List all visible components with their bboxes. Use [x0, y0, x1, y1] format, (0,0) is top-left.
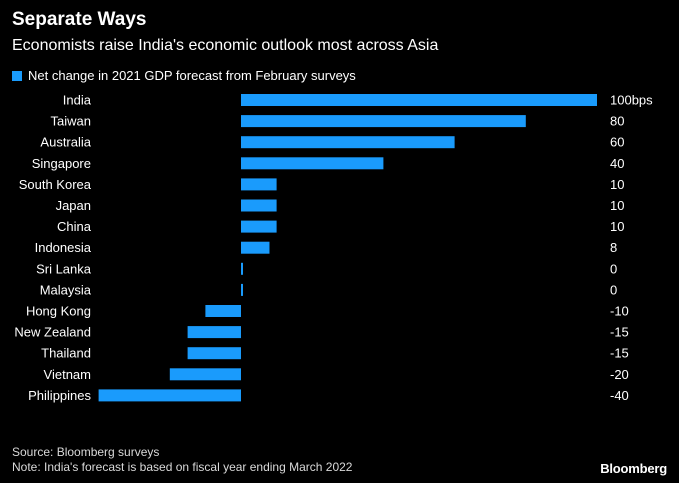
bar — [241, 94, 597, 106]
bloomberg-logo: Bloomberg — [600, 461, 667, 476]
category-label: Singapore — [32, 156, 91, 171]
category-label: Vietnam — [44, 367, 91, 382]
category-label: Sri Lanka — [36, 261, 92, 276]
bar — [98, 389, 241, 402]
value-label: 10 — [610, 177, 624, 192]
value-label: 60 — [610, 135, 624, 150]
category-label: Thailand — [41, 346, 91, 361]
chart-title: Separate Ways — [12, 9, 147, 30]
category-label: Indonesia — [35, 240, 92, 255]
value-label: -15 — [610, 325, 629, 340]
legend-swatch — [12, 70, 22, 81]
bar — [187, 347, 241, 360]
value-label: 40 — [610, 156, 624, 171]
value-label: -20 — [610, 367, 629, 382]
category-label: Australia — [40, 135, 91, 150]
legend: Net change in 2021 GDP forecast from Feb… — [12, 68, 356, 83]
value-label: 80 — [610, 114, 624, 129]
bar — [241, 136, 455, 149]
value-label: 8 — [610, 240, 617, 255]
bar — [241, 241, 270, 254]
bar — [241, 115, 526, 128]
category-label: Taiwan — [51, 114, 91, 129]
category-label: Philippines — [28, 388, 91, 403]
value-label: 10 — [610, 198, 624, 213]
category-label: China — [57, 219, 92, 234]
value-label: 0 — [610, 282, 617, 297]
bar — [241, 178, 277, 191]
value-label: -40 — [610, 388, 629, 403]
bar — [241, 262, 243, 275]
value-label: 10 — [610, 219, 624, 234]
legend-label: Net change in 2021 GDP forecast from Feb… — [28, 68, 356, 83]
category-label: Malaysia — [40, 282, 92, 297]
footnote: Note: India's forecast is based on fisca… — [12, 460, 353, 474]
value-label: -15 — [610, 346, 629, 361]
value-label: -10 — [610, 304, 629, 319]
category-label: New Zealand — [14, 325, 91, 340]
chart-subtitle: Economists raise India's economic outloo… — [12, 37, 439, 54]
category-label: South Korea — [19, 177, 92, 192]
value-label: 100bps — [610, 93, 653, 108]
bar — [169, 368, 241, 381]
value-label: 0 — [610, 261, 617, 276]
bar — [241, 199, 277, 212]
source-note: Source: Bloomberg surveys — [12, 445, 160, 459]
bar — [241, 283, 243, 296]
category-label: Japan — [56, 198, 91, 213]
category-label: India — [63, 93, 92, 108]
bar — [241, 157, 384, 170]
category-label: Hong Kong — [26, 304, 91, 319]
bar — [241, 220, 277, 233]
bar — [187, 326, 241, 339]
bar — [205, 305, 241, 317]
